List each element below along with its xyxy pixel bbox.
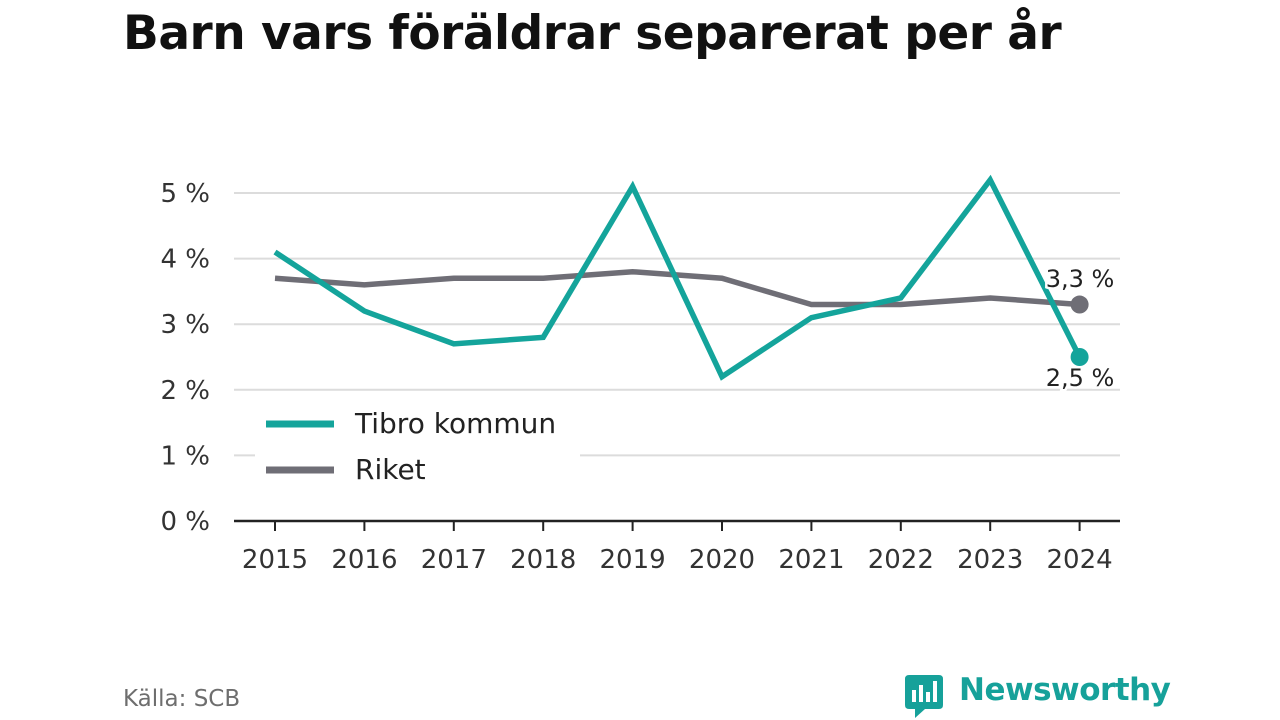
y-tick-label: 4 % <box>160 245 210 275</box>
y-tick-label: 0 % <box>160 507 210 537</box>
y-tick-label: 3 % <box>160 310 210 340</box>
brand-name: Newsworthy <box>959 672 1171 708</box>
series-lines <box>273 174 1089 381</box>
x-axis-ticks: 2015 2016 2017 2018 2019 2020 2021 2022 2023 2024 <box>242 521 1113 575</box>
chart-title: Barn vars föräldrar separerat per år <box>123 6 1062 61</box>
legend-label-tibro: Tibro kommun <box>354 407 556 440</box>
end-label-tibro: 2,5 % <box>1046 364 1115 392</box>
series-line-tibro <box>273 174 1083 381</box>
x-tick-label: 2019 <box>600 545 666 575</box>
x-tick-label: 2022 <box>868 545 934 575</box>
x-tick-label: 2015 <box>242 545 308 575</box>
x-tick-label: 2016 <box>331 545 397 575</box>
y-tick-label: 2 % <box>160 376 210 406</box>
x-tick-label: 2017 <box>421 545 487 575</box>
legend-background <box>255 400 580 492</box>
x-tick-label: 2018 <box>510 545 576 575</box>
y-axis-ticks: 0 % 1 % 2 % 3 % 4 % 5 % <box>160 179 210 537</box>
end-point-tibro <box>1070 348 1089 366</box>
newsworthy-logo-icon <box>905 675 943 718</box>
x-tick-label: 2021 <box>778 545 844 575</box>
brand-logo: Newsworthy <box>903 672 1171 720</box>
legend: Tibro kommun Riket <box>255 400 580 492</box>
series-line-riket <box>274 268 1080 308</box>
x-tick-label: 2024 <box>1047 545 1113 575</box>
y-tick-label: 1 % <box>160 441 210 471</box>
end-label-riket: 3,3 % <box>1046 265 1115 293</box>
legend-label-riket: Riket <box>355 453 426 486</box>
source-note: Källa: SCB <box>123 686 241 712</box>
y-tick-label: 5 % <box>160 179 210 209</box>
end-point-riket <box>1070 295 1089 314</box>
x-tick-label: 2020 <box>689 545 755 575</box>
x-tick-label: 2023 <box>957 545 1023 575</box>
